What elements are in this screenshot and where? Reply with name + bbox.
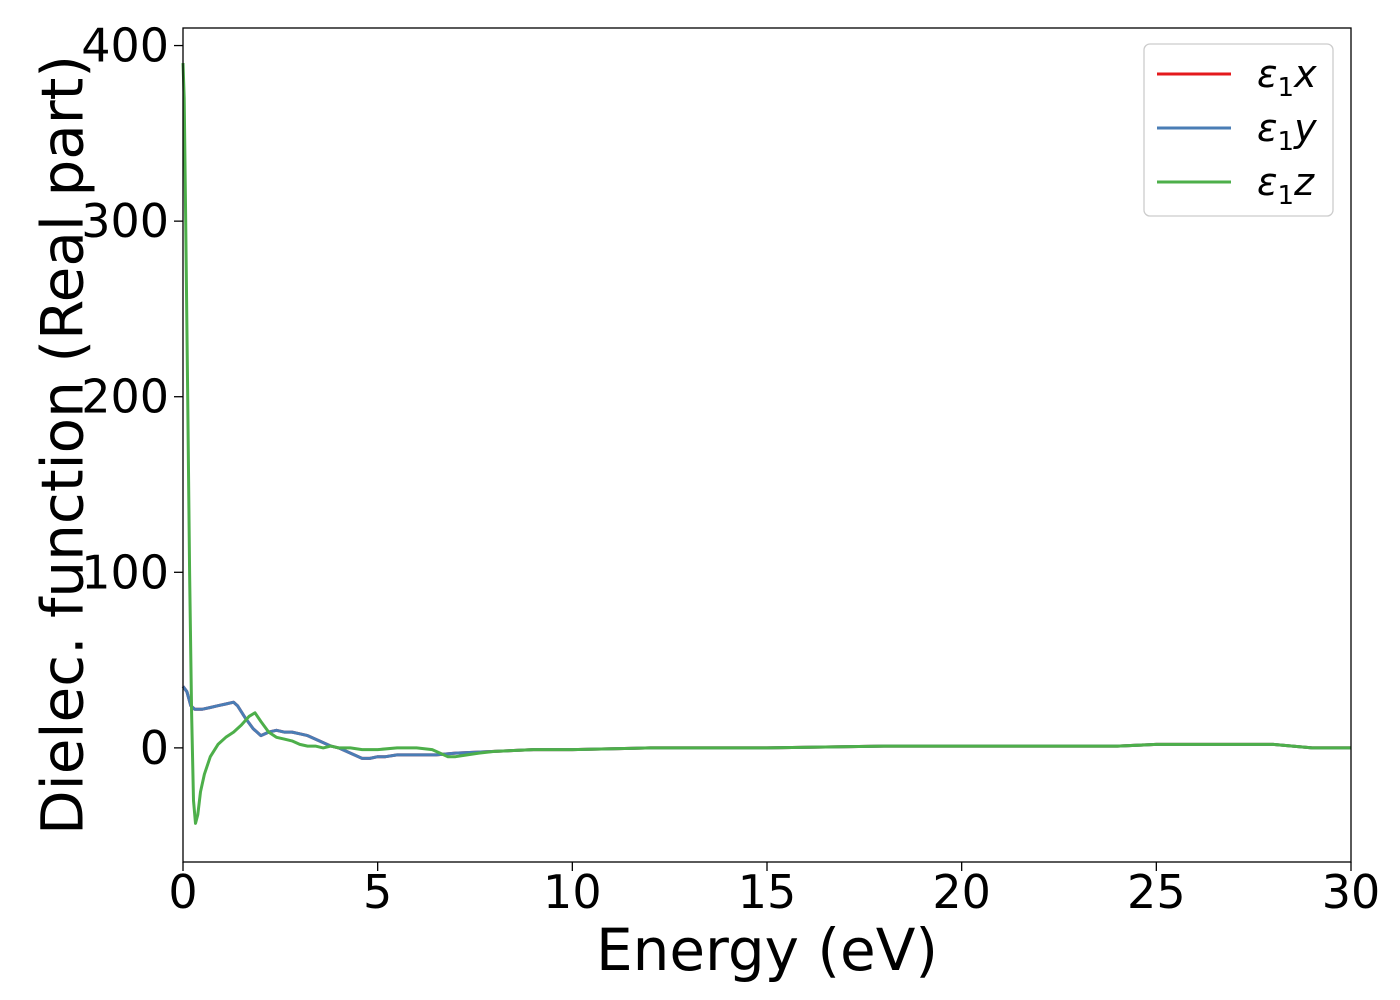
x-axis-ticks: 0 5 10 15 20 25 30 (168, 862, 1380, 919)
x-tick-label: 10 (543, 865, 602, 919)
y-tick-label: 400 (81, 19, 169, 73)
x-tick-label: 20 (932, 865, 991, 919)
legend-label-0: ε1x (1257, 52, 1317, 103)
y-tick-label: 0 (140, 721, 169, 775)
y-tick-label: 100 (81, 545, 169, 599)
legend-label-2: ε1z (1257, 160, 1315, 211)
legend-box (1143, 43, 1334, 217)
legend-label-1: ε1y (1257, 106, 1317, 157)
x-tick-label: 5 (363, 865, 392, 919)
x-tick-label: 25 (1127, 865, 1186, 919)
x-tick-label: 15 (738, 865, 797, 919)
plot-area-frame (182, 27, 1352, 863)
series-layer (181, 63, 1351, 825)
y-axis-ticks: 0 100 200 300 400 (81, 19, 183, 775)
series-line-2 (181, 63, 1351, 825)
y-tick-label: 300 (81, 194, 169, 248)
x-axis-label: Energy (eV) (596, 916, 938, 984)
y-tick-label: 200 (81, 370, 169, 424)
y-axis-label: Dielec. function (Real part) (28, 55, 96, 835)
x-tick-label: 0 (168, 865, 197, 919)
x-tick-label: 30 (1322, 865, 1381, 919)
